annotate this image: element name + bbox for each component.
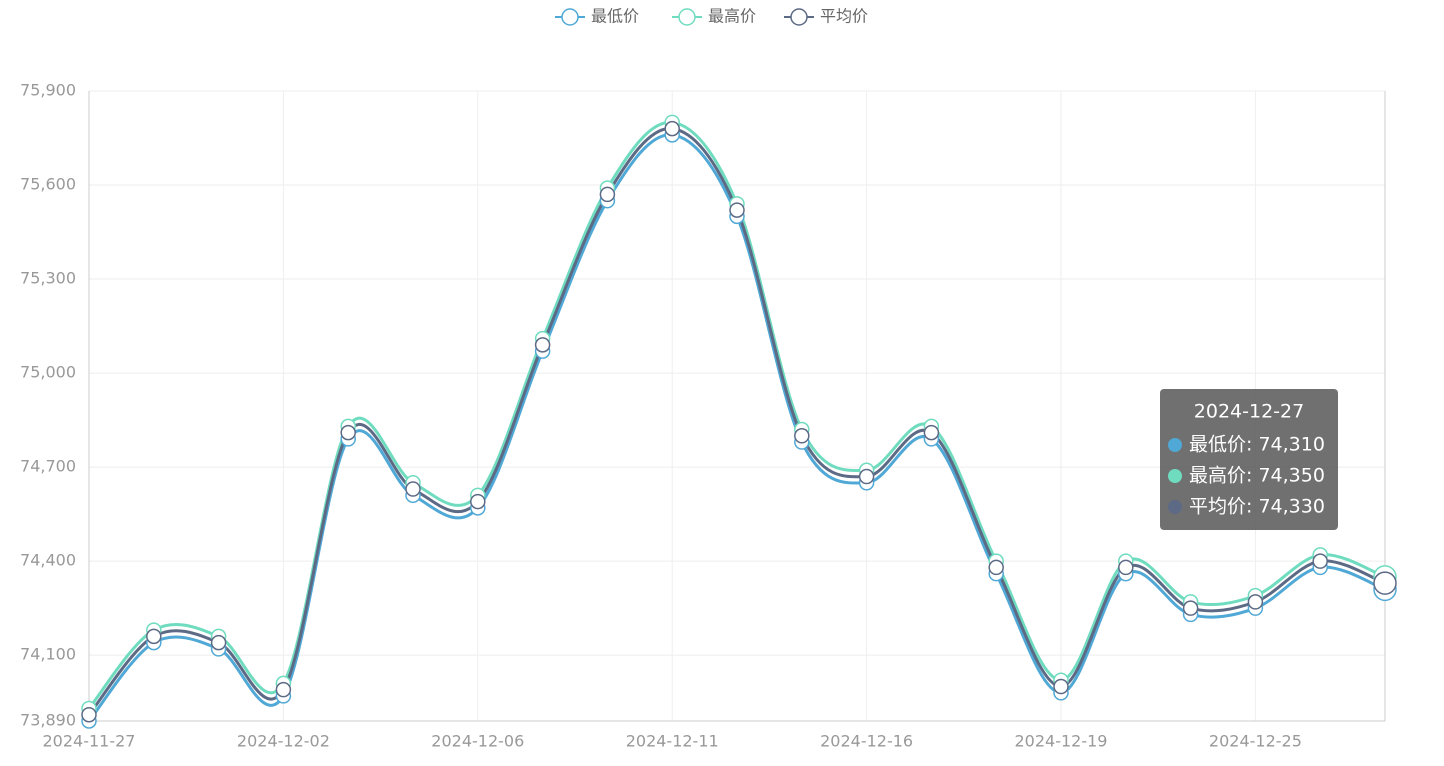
legend-marker (678, 8, 696, 26)
legend-label: 最低价 (591, 7, 639, 26)
x-tick-label: 2024-12-02 (237, 732, 330, 751)
data-point (534, 337, 551, 353)
x-tick-label: 2024-12-25 (1209, 732, 1302, 751)
tooltip-row: 平均价: 74,330 (1189, 496, 1325, 518)
y-tick-label: 75,000 (20, 363, 76, 382)
tooltip-row: 最低价: 74,310 (1189, 434, 1325, 456)
data-point (923, 424, 940, 441)
legend-label: 最高价 (708, 7, 756, 26)
data-point (1118, 559, 1134, 576)
data-point (81, 706, 97, 723)
y-tick-label: 75,300 (20, 269, 76, 288)
data-point (210, 634, 227, 651)
data-point (1373, 571, 1397, 595)
legend-label: 平均价 (820, 7, 868, 26)
tooltip-box (1160, 389, 1338, 530)
data-point (405, 481, 421, 497)
y-tick-label: 75,600 (20, 175, 76, 194)
data-point (988, 559, 1004, 576)
data-point (1182, 600, 1199, 616)
tooltip-title: 2024-12-27 (1194, 401, 1304, 423)
y-tick-label: 74,700 (20, 457, 76, 476)
data-point (1053, 678, 1069, 695)
x-tick-label: 2024-12-06 (431, 732, 524, 751)
tooltip-dot (1168, 469, 1182, 483)
data-point (1312, 553, 1328, 569)
data-point (858, 468, 875, 485)
y-tick-label: 74,400 (20, 551, 76, 570)
data-point (729, 202, 745, 218)
data-point (275, 681, 292, 698)
legend-marker (561, 8, 579, 26)
tooltip-dot (1168, 500, 1182, 514)
data-point (794, 428, 810, 444)
tooltip-row: 最高价: 74,350 (1189, 465, 1325, 487)
x-tick-label: 2024-12-19 (1015, 732, 1108, 751)
x-tick-label: 2024-12-11 (626, 732, 719, 751)
data-point (664, 120, 680, 137)
legend-marker (790, 8, 808, 26)
data-point (470, 493, 486, 510)
tooltip-dot (1168, 438, 1182, 452)
y-tick-label: 75,900 (20, 81, 76, 100)
x-tick-label: 2024-12-16 (820, 732, 913, 751)
data-point (146, 628, 162, 645)
y-tick-label: 73,890 (20, 711, 76, 730)
data-point (1247, 594, 1264, 610)
data-point (599, 186, 616, 203)
x-tick-label: 2024-11-27 (43, 732, 136, 751)
tooltip: 2024-12-27 最低价: 74,310 最高价: 74,350 平均价: 74,… (1160, 389, 1338, 530)
y-tick-label: 74,100 (20, 645, 76, 664)
data-point (340, 424, 356, 441)
